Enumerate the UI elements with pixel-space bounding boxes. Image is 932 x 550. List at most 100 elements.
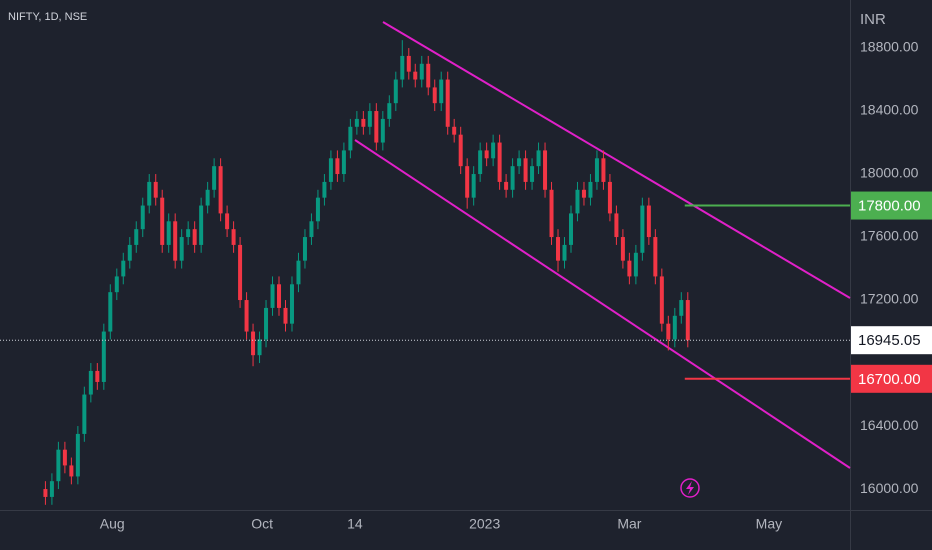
y-tick-label: 17600.00 [860,228,919,244]
candle-body [140,205,145,230]
candle-body [166,221,171,245]
candle-body [491,142,496,159]
candle-body [685,300,690,341]
candle-body [400,55,405,80]
candle-body [114,276,119,293]
candle-body [478,150,483,175]
candle-body [43,489,48,497]
candle-body [173,221,178,261]
x-tick-label: May [756,516,782,532]
alert-icon[interactable] [680,478,700,498]
candle-body [238,244,243,301]
candle-body [413,71,418,80]
y-tick-label: 17200.00 [860,291,919,307]
candle-body [75,433,80,477]
y-tick-label: 16400.00 [860,417,919,433]
candle-body [607,181,612,214]
candle-body [568,213,573,245]
candle-body [322,181,327,198]
candle-body [543,150,548,190]
candle-body [393,79,398,104]
y-tick-label: 18000.00 [860,165,919,181]
candle-body [231,229,236,245]
candle-body [69,465,74,477]
x-tick-label: 2023 [469,516,500,532]
candle-body [277,284,282,308]
candle-body [108,292,113,332]
y-tick-label: 18400.00 [860,102,919,118]
candle-body [367,111,372,127]
candle-body [562,244,567,261]
last-price-badge [851,326,932,355]
level-badge [851,364,932,393]
candle-body [192,229,197,245]
candle-body [497,142,502,182]
candle-body [257,339,262,356]
level-label: 16700.00 [858,371,921,388]
channel-lower [354,139,851,469]
candle-body [432,87,437,104]
candle-body [127,244,132,261]
candle-body [62,449,67,466]
candle-body [666,323,671,340]
candle-body [270,284,275,308]
candle-body [445,79,450,127]
candle-body [199,205,204,245]
candle-body [244,300,249,332]
candle-body [328,158,333,182]
candle-body [283,307,288,324]
candle-body [49,481,54,497]
candle-body [160,197,165,245]
candle-body [56,449,61,482]
candle-body [225,213,230,230]
candle-body [536,150,541,167]
symbol: NIFTY, 1D, NSE [8,11,87,23]
candle-body [374,111,379,143]
candle-body [653,237,658,277]
candle-body [134,229,139,245]
candle-body [186,229,191,238]
candle-body [458,134,463,167]
candle-body [101,331,106,382]
x-tick-label: Mar [617,516,641,532]
x-tick-label: 14 [347,516,363,532]
candle-body [439,79,444,104]
candle-body [452,126,457,135]
candle-body [121,260,126,277]
candle-body [315,197,320,222]
candle-body [264,307,269,340]
candle-body [640,205,645,253]
candle-body [471,174,476,198]
candle-body [88,370,93,395]
candle-body [575,189,580,214]
candle-body [523,158,528,182]
x-tick-label: Aug [100,516,125,532]
currency: INR [860,11,886,28]
candle-body [212,166,217,190]
candle-body [465,166,470,198]
y-tick-label: 18800.00 [860,39,919,55]
candle-body [679,300,684,316]
candle-body [406,55,411,72]
candle-body [601,158,606,182]
level-label: 17800.00 [858,198,921,215]
candle-body [348,126,353,151]
candle-body [82,394,87,434]
candle-body [646,205,651,238]
candle-body [484,150,489,159]
last-price-label: 16945.05 [858,332,921,349]
candle-body [530,166,535,182]
candle-body [426,63,431,88]
candle-body [296,260,301,285]
candle-body [672,315,677,340]
candle-body [153,181,158,198]
candle-body [588,181,593,198]
candle-body [549,189,554,238]
candle-body [341,150,346,175]
channel-upper [382,21,851,299]
candle-body [205,189,210,206]
candle-body [218,166,223,214]
